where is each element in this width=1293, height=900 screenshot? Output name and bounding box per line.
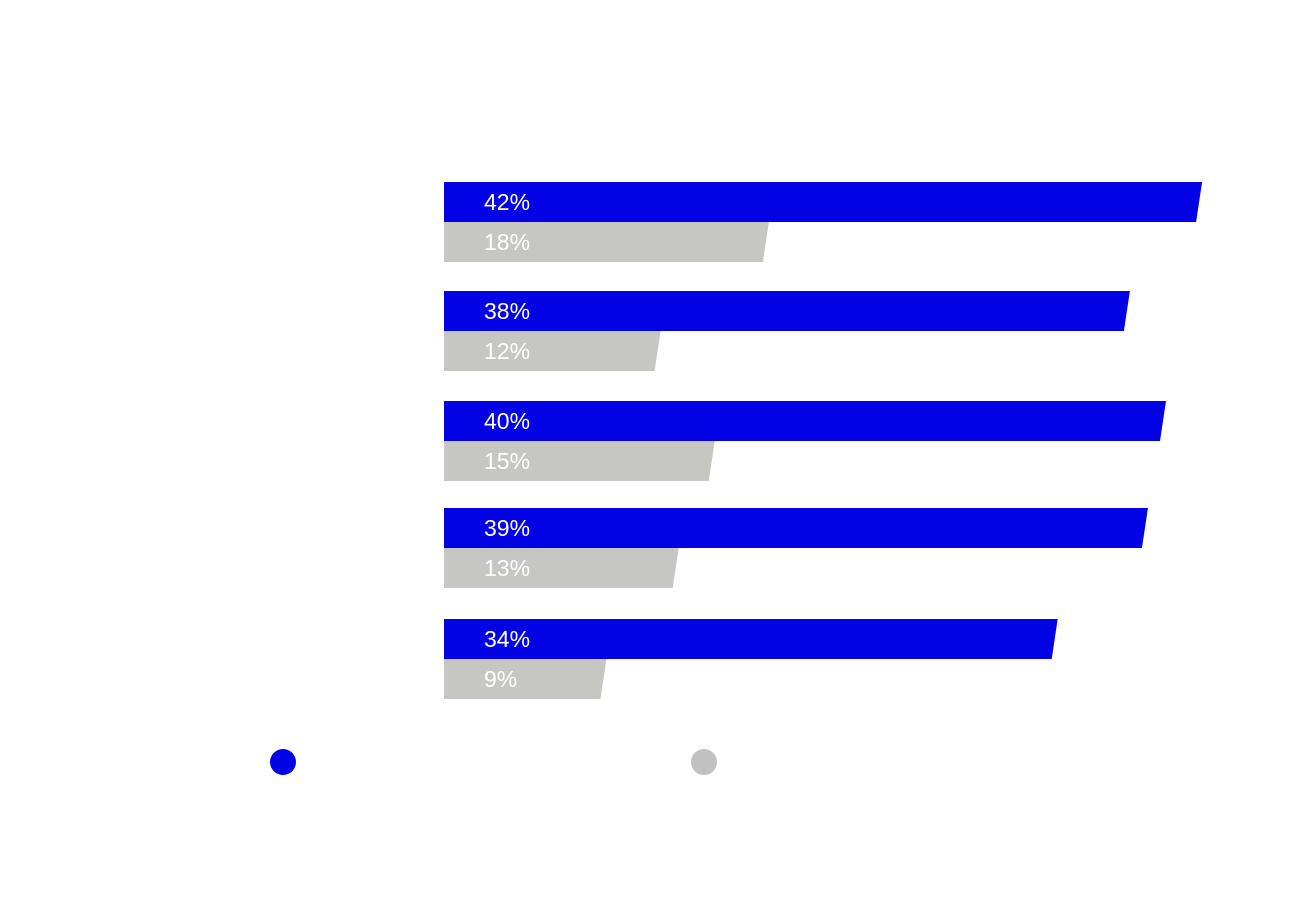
legend-item-series-2 (691, 749, 729, 775)
bar-series-2-cat-2 (444, 331, 661, 371)
data-label-series-1-cat-2: 38% (484, 298, 530, 324)
bar-series-2-cat-4 (444, 548, 679, 588)
bar-series-1-cat-5 (444, 619, 1058, 659)
data-label-series-1-cat-1: 42% (484, 189, 530, 215)
legend-item-series-1 (270, 749, 308, 775)
bar-series-2-cat-3 (444, 441, 715, 481)
legend-marker-series-1 (270, 749, 296, 775)
data-label-series-1-cat-3: 40% (484, 408, 530, 434)
bar-series-1-cat-4 (444, 508, 1148, 548)
data-label-series-2-cat-4: 13% (484, 555, 530, 581)
data-label-series-1-cat-4: 39% (484, 515, 530, 541)
bars-group (444, 182, 1203, 699)
data-label-series-1-cat-5: 34% (484, 626, 530, 652)
bar-series-1-cat-1 (444, 182, 1203, 222)
data-label-series-2-cat-1: 18% (484, 229, 530, 255)
bar-series-1-cat-2 (444, 291, 1130, 331)
data-label-series-2-cat-3: 15% (484, 448, 530, 474)
bar-series-2-cat-1 (444, 222, 769, 262)
data-label-series-2-cat-2: 12% (484, 338, 530, 364)
data-label-series-2-cat-5: 9% (484, 666, 517, 692)
bar-series-1-cat-3 (444, 401, 1166, 441)
legend-marker-series-2 (691, 749, 717, 775)
bar-series-2-cat-5 (444, 659, 607, 699)
labels-group: 42% 38% 40% 39% 34% 18% 12% 15% 13% 9% (484, 189, 530, 692)
